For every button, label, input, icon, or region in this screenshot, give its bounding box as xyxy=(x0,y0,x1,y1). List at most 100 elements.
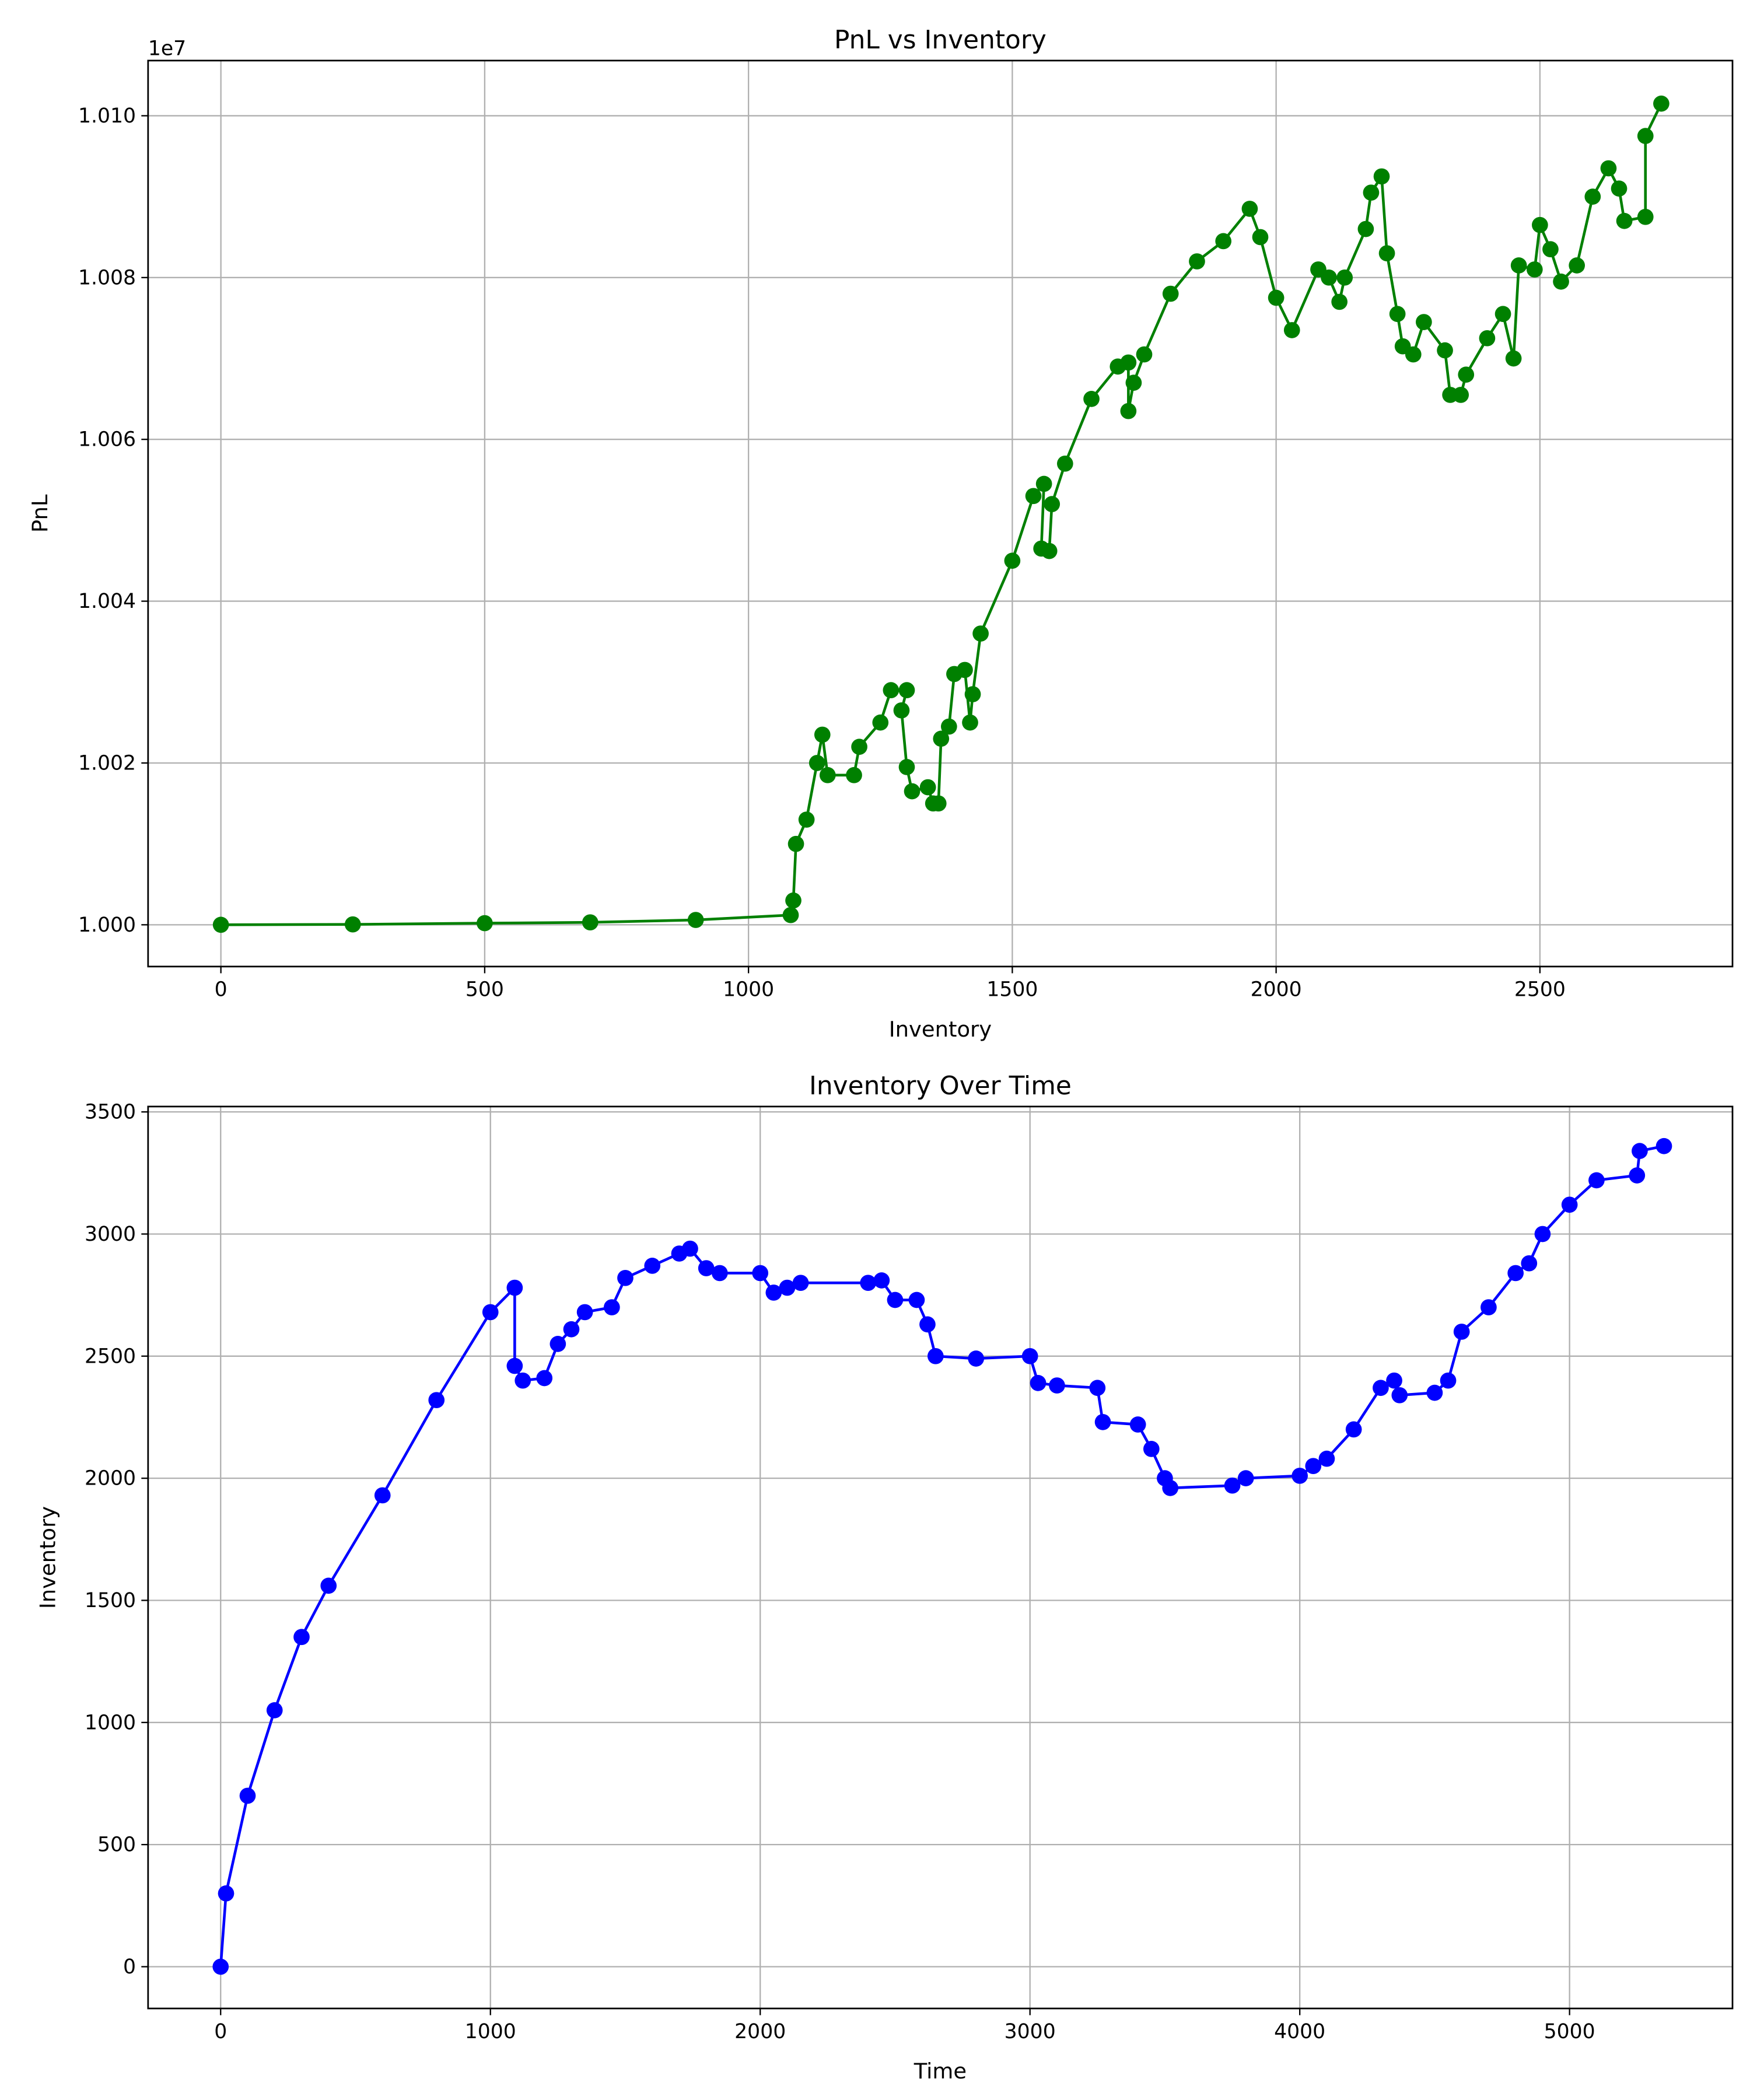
data-point xyxy=(1437,342,1453,359)
data-point xyxy=(1526,261,1543,278)
data-point xyxy=(682,1240,698,1257)
data-point xyxy=(873,1272,890,1289)
data-point xyxy=(1588,1172,1605,1189)
data-line xyxy=(220,103,1662,926)
x-tick-label: 5000 xyxy=(1544,2020,1595,2043)
data-point xyxy=(1405,346,1422,363)
data-point xyxy=(1089,1380,1106,1396)
data-point xyxy=(1035,475,1052,492)
x-tick-label: 2500 xyxy=(1514,978,1566,1002)
data-point xyxy=(1629,1167,1646,1184)
data-point xyxy=(1584,188,1601,205)
data-point xyxy=(933,730,950,747)
y-tick-label: 0 xyxy=(123,1955,136,1979)
data-point xyxy=(1521,1255,1538,1272)
data-point xyxy=(846,766,862,783)
data-point xyxy=(212,916,229,933)
data-point xyxy=(1044,496,1060,513)
data-point xyxy=(1252,229,1269,246)
data-point xyxy=(563,1321,580,1338)
data-point xyxy=(1553,273,1569,290)
data-point xyxy=(428,1392,445,1409)
data-point xyxy=(1391,1387,1408,1404)
x-axis-label: Time xyxy=(914,2059,967,2084)
data-point xyxy=(765,1284,782,1301)
data-point xyxy=(604,1299,620,1315)
data-point xyxy=(1030,1375,1046,1391)
data-point xyxy=(1021,1348,1038,1364)
data-point xyxy=(1534,1226,1551,1242)
data-point xyxy=(687,912,704,928)
data-point xyxy=(1416,314,1432,330)
data-point xyxy=(1507,1265,1524,1282)
data-point xyxy=(1632,1143,1648,1159)
data-point xyxy=(293,1629,310,1646)
data-point xyxy=(1440,1372,1457,1389)
y-tick-label: 3000 xyxy=(85,1223,136,1246)
y-tick-label: 500 xyxy=(97,1833,136,1857)
data-point xyxy=(1241,201,1258,217)
data-point xyxy=(1283,322,1300,338)
data-point xyxy=(1345,1421,1362,1438)
x-tick-label: 2000 xyxy=(1251,978,1302,1002)
data-point xyxy=(1357,220,1374,237)
data-point xyxy=(1237,1470,1254,1486)
x-tick-label: 4000 xyxy=(1274,2020,1325,2043)
data-point xyxy=(898,682,915,698)
axes-frame xyxy=(147,1105,1734,2010)
y-tick-label: 3500 xyxy=(85,1101,136,1124)
x-tick-label: 3000 xyxy=(1005,2020,1056,2043)
data-point xyxy=(1505,350,1522,367)
y-tick-label: 1500 xyxy=(85,1589,136,1612)
data-point xyxy=(1336,269,1353,286)
data-point xyxy=(1041,542,1058,559)
data-point xyxy=(1162,285,1179,302)
y-tick-label: 1.004 xyxy=(78,590,136,613)
data-point xyxy=(1389,306,1406,323)
data-point xyxy=(919,1316,936,1333)
data-point xyxy=(1305,1458,1322,1475)
data-point xyxy=(1004,552,1021,569)
data-point xyxy=(957,662,973,678)
data-point xyxy=(1292,1468,1308,1484)
data-point xyxy=(887,1292,904,1308)
data-point xyxy=(1224,1477,1241,1494)
data-point xyxy=(927,1348,944,1364)
data-point xyxy=(930,795,947,812)
data-point xyxy=(1373,1380,1389,1396)
data-point xyxy=(506,1279,523,1296)
data-point xyxy=(1616,212,1633,229)
data-point xyxy=(1600,160,1617,177)
data-point xyxy=(941,718,957,735)
data-point xyxy=(1561,1196,1578,1213)
data-point xyxy=(908,1292,925,1308)
data-line xyxy=(219,1144,1664,1967)
data-point xyxy=(1452,387,1469,403)
data-point xyxy=(968,1350,985,1367)
data-point xyxy=(344,916,361,933)
data-point xyxy=(506,1357,523,1374)
data-point xyxy=(851,738,867,755)
data-point xyxy=(752,1265,769,1282)
x-tick-label: 500 xyxy=(466,978,504,1002)
data-point xyxy=(514,1372,531,1389)
data-point xyxy=(1321,269,1337,286)
data-point xyxy=(1189,253,1205,270)
data-point xyxy=(1143,1441,1160,1457)
y-tick-label: 1.008 xyxy=(78,266,136,289)
data-point xyxy=(814,726,831,743)
y-tick-label: 1000 xyxy=(85,1711,136,1734)
data-point xyxy=(212,1958,229,1975)
data-point xyxy=(1453,1324,1470,1340)
data-point xyxy=(374,1487,391,1504)
data-point xyxy=(576,1304,593,1321)
y-axis-label: Inventory xyxy=(36,1506,61,1609)
chart-title: Inventory Over Time xyxy=(809,1071,1072,1101)
data-point xyxy=(1378,245,1395,262)
offset-label: 1e7 xyxy=(148,37,186,61)
data-point xyxy=(1331,293,1348,310)
y-axis-label: PnL xyxy=(27,494,52,533)
x-tick-label: 1500 xyxy=(986,978,1038,1002)
data-point xyxy=(1129,1416,1146,1433)
data-point xyxy=(550,1336,566,1352)
